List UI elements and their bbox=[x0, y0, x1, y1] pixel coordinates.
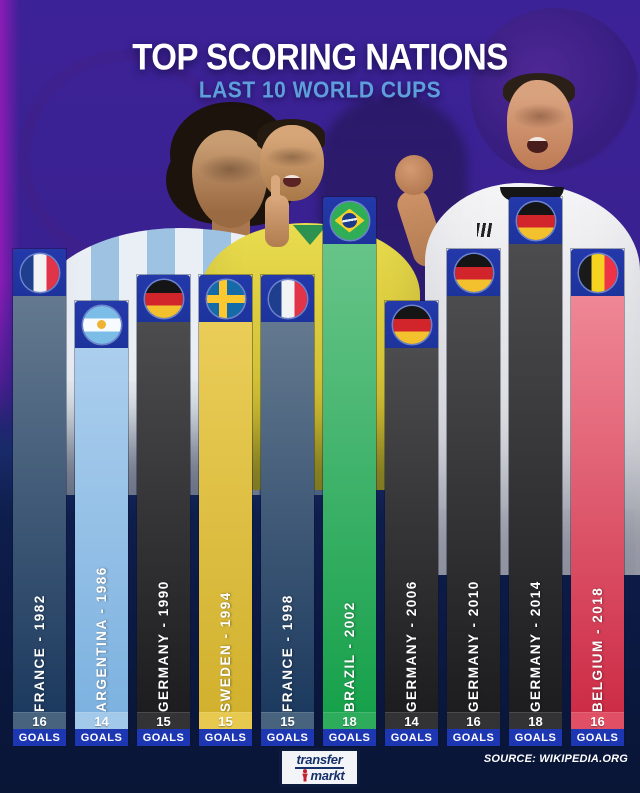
bar-body: GERMANY - 2010 bbox=[447, 296, 500, 712]
source-credit: SOURCE: WIKIPEDIA.ORG bbox=[483, 753, 628, 765]
bar-goals-unit-label: GOALS bbox=[137, 729, 190, 746]
bar-year-label: SWEDEN - 1994 bbox=[218, 591, 233, 712]
bar-goals-value: 15 bbox=[137, 712, 190, 729]
bar-year-label: GERMANY - 2006 bbox=[404, 580, 419, 712]
argentina-flag-icon bbox=[82, 305, 121, 344]
bar-body: FRANCE - 1998 bbox=[261, 322, 314, 712]
bar-france-1982: FRANCE - 1982 16 GOALS bbox=[13, 249, 66, 746]
ronaldo-hand bbox=[265, 195, 289, 247]
bar-france-1998: FRANCE - 1998 15 GOALS bbox=[261, 275, 314, 746]
page-title: TOP SCORING NATIONS bbox=[132, 35, 508, 78]
bar-flag-header bbox=[509, 197, 562, 244]
bar-goals-value: 16 bbox=[13, 712, 66, 729]
germany-flag-icon bbox=[144, 279, 183, 318]
bar-goals-unit-label: GOALS bbox=[385, 729, 438, 746]
ronaldo-face bbox=[260, 125, 324, 201]
bar-year-label: ARGENTINA - 1986 bbox=[94, 566, 109, 712]
mueller-fist bbox=[395, 155, 433, 195]
bar-sweden-1994: SWEDEN - 1994 15 GOALS bbox=[199, 275, 252, 746]
brazil-flag-icon bbox=[330, 201, 369, 240]
bar-goals-value: 18 bbox=[323, 712, 376, 729]
transfermarkt-logo-line2-wrap: markt bbox=[301, 767, 345, 783]
bar-goals-unit-label: GOALS bbox=[323, 729, 376, 746]
bar-body: GERMANY - 2006 bbox=[385, 348, 438, 712]
header: TOP SCORING NATIONS LAST 10 WORLD CUPS bbox=[0, 35, 640, 103]
bar-goals-value: 15 bbox=[199, 712, 252, 729]
bar-goals-unit-label: GOALS bbox=[571, 729, 624, 746]
bar-body: GERMANY - 2014 bbox=[509, 244, 562, 712]
bar-goals-unit-label: GOALS bbox=[199, 729, 252, 746]
bar-goals-unit-label: GOALS bbox=[261, 729, 314, 746]
transfermarkt-logo-line2: markt bbox=[310, 767, 345, 783]
bar-flag-header bbox=[447, 249, 500, 296]
bar-germany-2010: GERMANY - 2010 16 GOALS bbox=[447, 249, 500, 746]
bar-goals-value: 14 bbox=[385, 712, 438, 729]
bar-goals-unit-label: GOALS bbox=[13, 729, 66, 746]
bar-brazil-2002: BRAZIL - 2002 18 GOALS bbox=[323, 197, 376, 746]
bar-body: ARGENTINA - 1986 bbox=[75, 348, 128, 712]
bar-goals-value: 18 bbox=[509, 712, 562, 729]
bar-year-label: FRANCE - 1998 bbox=[280, 594, 295, 712]
bar-year-label: BRAZIL - 2002 bbox=[342, 601, 357, 712]
ronaldo-pointing-finger bbox=[271, 175, 280, 201]
bar-body: BRAZIL - 2002 bbox=[323, 244, 376, 712]
bar-body: FRANCE - 1982 bbox=[13, 296, 66, 712]
bar-year-label: BELGIUM - 2018 bbox=[590, 586, 605, 712]
transfermarkt-mascot-icon bbox=[301, 768, 308, 782]
bar-flag-header bbox=[199, 275, 252, 322]
bar-goals-value: 16 bbox=[571, 712, 624, 729]
bar-goals-value: 16 bbox=[447, 712, 500, 729]
sweden-flag-icon bbox=[206, 279, 245, 318]
page-subtitle: LAST 10 WORLD CUPS bbox=[198, 78, 442, 103]
bar-flag-header bbox=[323, 197, 376, 244]
bar-body: SWEDEN - 1994 bbox=[199, 322, 252, 712]
bar-argentina-1986: ARGENTINA - 1986 14 GOALS bbox=[75, 301, 128, 746]
bar-flag-header bbox=[137, 275, 190, 322]
bar-year-label: GERMANY - 1990 bbox=[156, 580, 171, 712]
germany-flag-icon bbox=[516, 201, 555, 240]
bar-flag-header bbox=[261, 275, 314, 322]
bar-goals-value: 14 bbox=[75, 712, 128, 729]
transfermarkt-logo: transfer markt bbox=[279, 748, 360, 787]
bar-germany-2006: GERMANY - 2006 14 GOALS bbox=[385, 301, 438, 746]
bar-year-label: FRANCE - 1982 bbox=[32, 594, 47, 712]
bar-goals-unit-label: GOALS bbox=[75, 729, 128, 746]
ronaldo-mouth bbox=[283, 175, 301, 187]
belgium-flag-icon bbox=[578, 253, 617, 292]
bar-flag-header bbox=[385, 301, 438, 348]
bar-germany-1990: GERMANY - 1990 15 GOALS bbox=[137, 275, 190, 746]
footer: transfer markt SOURCE: WIKIPEDIA.ORG bbox=[0, 746, 640, 793]
adidas-logo bbox=[477, 223, 497, 237]
france-flag-icon bbox=[268, 279, 307, 318]
germany-flag-icon bbox=[392, 305, 431, 344]
bar-year-label: GERMANY - 2010 bbox=[466, 580, 481, 712]
france-flag-icon bbox=[20, 253, 59, 292]
bar-goals-unit-label: GOALS bbox=[509, 729, 562, 746]
bar-flag-header bbox=[13, 249, 66, 296]
transfermarkt-logo-line1: transfer bbox=[295, 751, 344, 769]
mueller-mouth bbox=[527, 137, 548, 153]
bar-germany-2014: GERMANY - 2014 18 GOALS bbox=[509, 197, 562, 746]
bar-goals-unit-label: GOALS bbox=[447, 729, 500, 746]
bar-goals-value: 15 bbox=[261, 712, 314, 729]
bar-flag-header bbox=[571, 249, 624, 296]
bar-body: BELGIUM - 2018 bbox=[571, 296, 624, 712]
bar-year-label: GERMANY - 2014 bbox=[528, 580, 543, 712]
bar-body: GERMANY - 1990 bbox=[137, 322, 190, 712]
bar-belgium-2018: BELGIUM - 2018 16 GOALS bbox=[571, 249, 624, 746]
bar-flag-header bbox=[75, 301, 128, 348]
maradona-face bbox=[192, 130, 268, 228]
germany-flag-icon bbox=[454, 253, 493, 292]
mueller-face bbox=[507, 80, 573, 170]
